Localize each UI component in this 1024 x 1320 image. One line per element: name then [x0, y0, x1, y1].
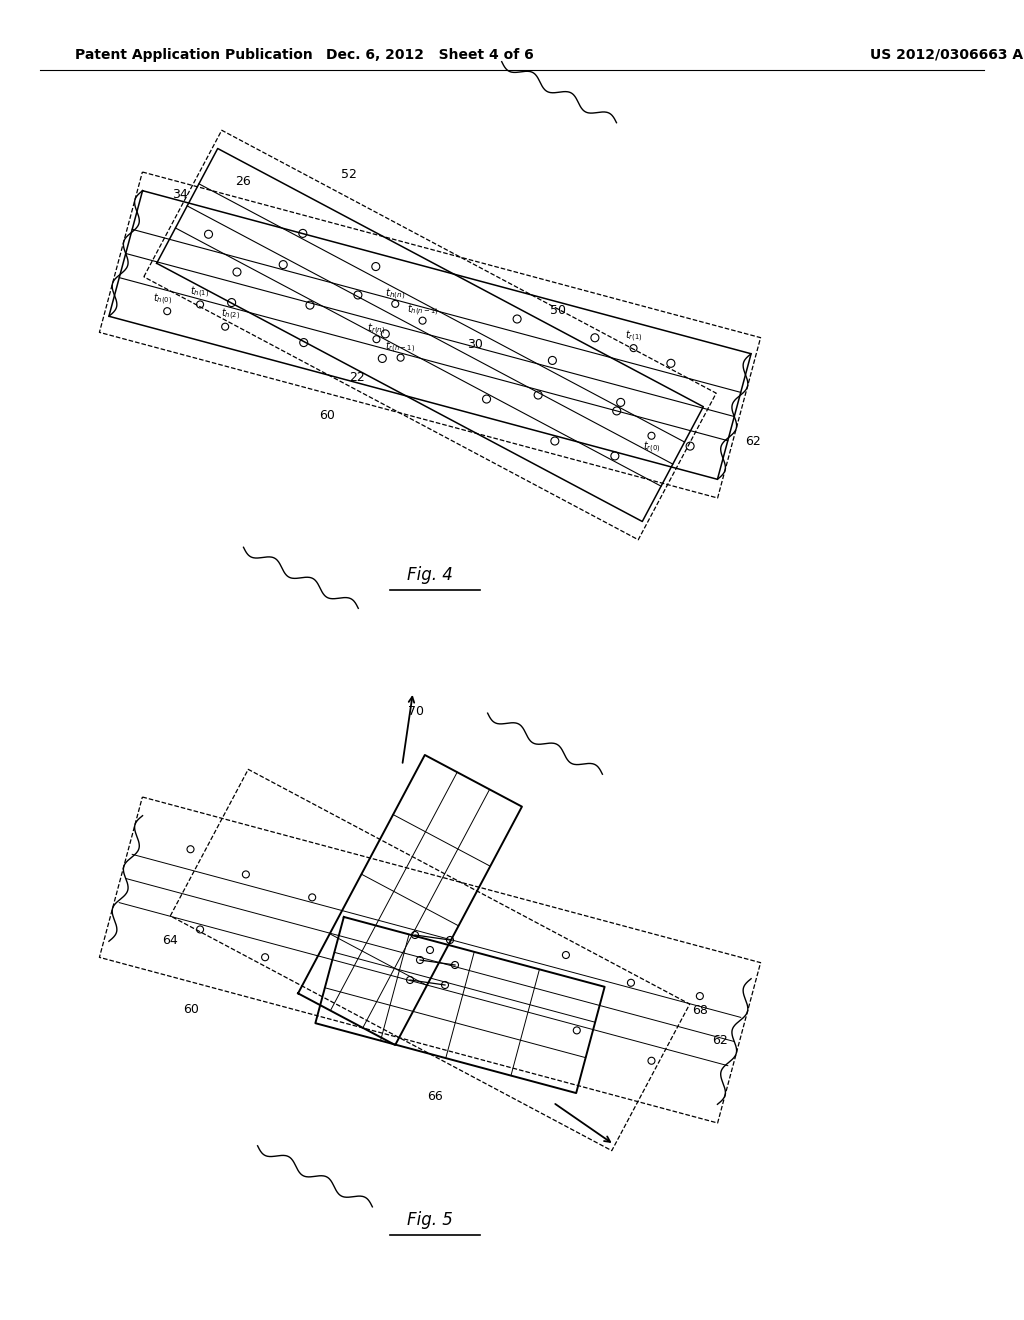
Text: $t_{r(0)}$: $t_{r(0)}$ — [643, 440, 660, 455]
Text: 22: 22 — [348, 371, 365, 384]
Text: Patent Application Publication: Patent Application Publication — [75, 48, 312, 62]
Text: $t_{h(n-1)}$: $t_{h(n-1)}$ — [407, 304, 438, 318]
Text: Dec. 6, 2012   Sheet 4 of 6: Dec. 6, 2012 Sheet 4 of 6 — [326, 48, 534, 62]
Text: 52: 52 — [341, 169, 356, 181]
Text: $t_{r(1)}$: $t_{r(1)}$ — [625, 329, 642, 343]
Text: $t_{r(n)}$: $t_{r(n)}$ — [368, 322, 386, 337]
Text: 30: 30 — [467, 338, 483, 351]
Text: $t_{r(n-1)}$: $t_{r(n-1)}$ — [385, 341, 416, 355]
Text: 60: 60 — [318, 409, 335, 422]
Text: $t_{h(n)}$: $t_{h(n)}$ — [385, 286, 406, 301]
Text: $t_{h(2)}$: $t_{h(2)}$ — [220, 308, 240, 322]
Text: 62: 62 — [745, 434, 761, 447]
Text: 66: 66 — [428, 1090, 443, 1104]
Text: 68: 68 — [692, 1003, 708, 1016]
Text: 50: 50 — [551, 304, 566, 317]
Text: 34: 34 — [172, 187, 188, 201]
Text: 70: 70 — [408, 705, 424, 718]
Text: 62: 62 — [712, 1034, 728, 1047]
Text: 64: 64 — [162, 933, 178, 946]
Text: US 2012/0306663 A1: US 2012/0306663 A1 — [870, 48, 1024, 62]
Text: $t_{h(1)}$: $t_{h(1)}$ — [190, 285, 210, 300]
Text: Fig. 4: Fig. 4 — [408, 566, 453, 583]
Text: 60: 60 — [183, 1003, 199, 1016]
Text: $t_{h(0)}$: $t_{h(0)}$ — [153, 292, 172, 306]
Text: Fig. 5: Fig. 5 — [408, 1210, 453, 1229]
Text: 26: 26 — [236, 176, 251, 187]
